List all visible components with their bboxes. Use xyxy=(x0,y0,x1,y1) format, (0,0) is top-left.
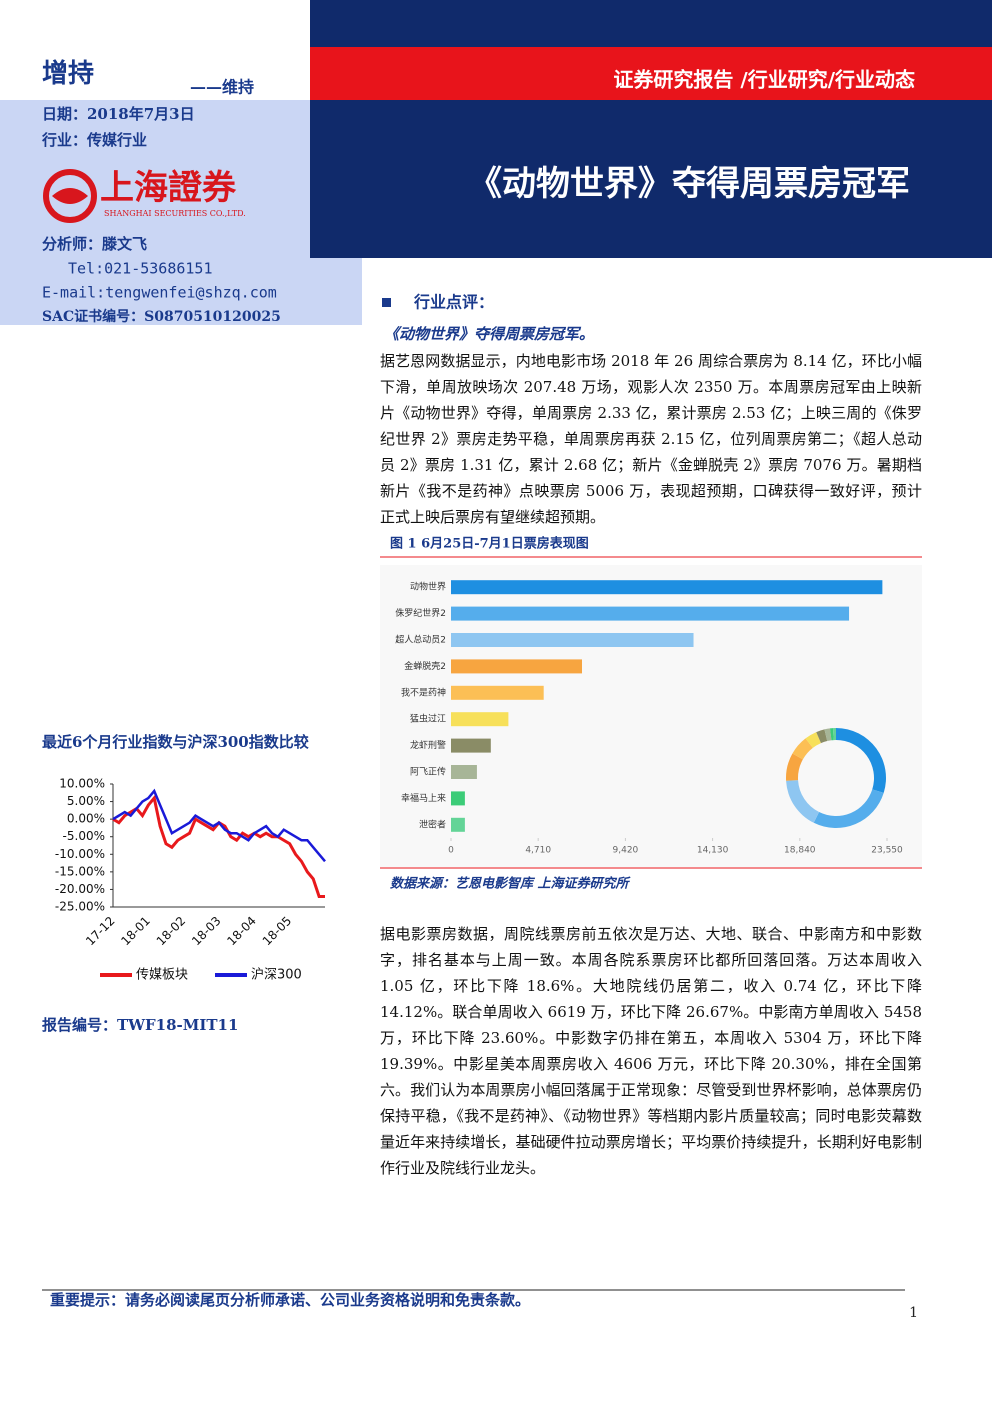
y-tick-label: -25.00% xyxy=(55,900,105,914)
report-number: 报告编号：TWF18-MIT11 xyxy=(42,1016,238,1034)
donut-slice xyxy=(805,732,821,748)
y-tick-label: -5.00% xyxy=(63,829,105,843)
logo-english: SHANGHAI SECURITIES CO.,LTD. xyxy=(104,209,246,218)
category-label: 侏罗纪世界2 xyxy=(395,607,446,619)
x-tick-label: 18-04 xyxy=(224,914,259,949)
x-tick-label: 18-02 xyxy=(154,914,189,949)
x-tick-label: 14,130 xyxy=(697,846,729,856)
y-tick-label: -20.00% xyxy=(55,882,105,896)
sac-number: SAC证书编号：S0870510120025 xyxy=(42,308,281,325)
figure-source: 数据来源：艺恩电影智库 上海证券研究所 xyxy=(390,876,632,892)
donut-slice xyxy=(829,728,834,741)
x-tick-label: 18-03 xyxy=(189,914,224,949)
y-tick-label: -10.00% xyxy=(55,847,105,861)
y-tick-label: 10.00% xyxy=(59,777,105,791)
figure-caption: 图 1 6月25日-7月1日票房表现图 xyxy=(390,536,589,552)
category-label: 我不是药神 xyxy=(401,686,446,698)
lead: 《动物世界》夺得周票房冠军。 xyxy=(384,325,594,343)
category-label: 猛虫过江 xyxy=(410,713,446,725)
industry: 行业：传媒行业 xyxy=(41,131,147,149)
x-tick-label: 18-01 xyxy=(118,914,153,949)
bar xyxy=(451,606,850,621)
category-label: 超人总动员2 xyxy=(395,634,446,646)
bar xyxy=(451,659,583,674)
bar xyxy=(451,580,883,595)
paragraph: 据艺恩网数据显示，内地电影市场 2018 年 26 周综合票房为 8.14 亿，… xyxy=(380,352,922,526)
x-tick-label: 4,710 xyxy=(525,846,551,856)
section-title: 行业点评： xyxy=(413,293,494,312)
paragraph: 据电影票房数据，周院线票房前五依次是万达、大地、联合、中影南方和中影数字，排名基… xyxy=(380,925,922,1177)
bar xyxy=(451,712,509,727)
legend-label: 沪深300 xyxy=(251,967,302,983)
y-tick-label: 5.00% xyxy=(67,794,105,808)
header-title-band xyxy=(310,100,992,258)
logo: 上海證券 SHANGHAI SECURITIES CO.,LTD. xyxy=(43,168,246,223)
category-label: 泄密者 xyxy=(419,818,446,830)
x-tick-label: 9,420 xyxy=(613,846,639,856)
donut-slice xyxy=(824,728,832,742)
email: E-mail:tengwenfei@shzq.com xyxy=(42,284,277,302)
report-title: 《动物世界》夺得周票房冠军 xyxy=(468,164,910,204)
category-label: 龙虾刑警 xyxy=(410,739,446,751)
analyst: 分析师：滕文飞 xyxy=(42,235,147,253)
donut-slice xyxy=(786,780,820,823)
x-tick-label: 17-12 xyxy=(83,914,118,949)
logo-mark xyxy=(43,169,97,223)
logo-text: 上海證券 xyxy=(100,168,237,208)
bar xyxy=(451,791,465,806)
bar xyxy=(451,633,694,647)
rating: 增持 xyxy=(42,58,94,89)
legend-label: 传媒板块 xyxy=(136,968,188,983)
donut-slice xyxy=(816,729,828,744)
category-label: 幸福马上来 xyxy=(401,792,446,804)
x-tick-label: 0 xyxy=(448,846,454,856)
y-tick-label: 0.00% xyxy=(67,812,105,826)
bar xyxy=(451,685,544,700)
x-tick-label: 18-05 xyxy=(260,914,295,949)
series-line xyxy=(112,788,326,863)
sidebar xyxy=(0,258,362,325)
donut-slice xyxy=(786,753,803,781)
category-label: 金蝉脱壳2 xyxy=(404,660,446,672)
rating-previous: ——维持 xyxy=(190,78,254,97)
donut-slice xyxy=(813,789,884,829)
logo-mark xyxy=(52,188,88,204)
header-band-red xyxy=(310,47,992,100)
bar xyxy=(451,817,465,832)
footer-notice: 重要提示：请务必阅读尾页分析师承诺、公司业务资格说明和免责条款。 xyxy=(50,1291,530,1309)
y-tick-label: -15.00% xyxy=(55,864,105,878)
report-category: 证券研究报告 /行业研究/行业动态 xyxy=(613,68,915,92)
phone: Tel:021-53686151 xyxy=(68,260,213,278)
section-bullet xyxy=(382,298,391,307)
x-tick-label: 18,840 xyxy=(784,846,816,856)
donut-slice xyxy=(836,728,886,793)
side-chart-title: 最近6个月行业指数与沪深300指数比较 xyxy=(42,733,309,751)
category-label: 阿飞正传 xyxy=(410,766,446,778)
page-number: 1 xyxy=(909,1305,918,1321)
bar xyxy=(451,738,491,753)
category-label: 动物世界 xyxy=(410,581,446,593)
donut-slice xyxy=(792,738,813,760)
series-line xyxy=(112,794,325,898)
donut-slice xyxy=(832,728,836,741)
x-tick-label: 23,550 xyxy=(871,846,903,856)
header-band xyxy=(310,0,992,47)
bar xyxy=(451,765,477,779)
date: 日期：2018年7月3日 xyxy=(42,105,195,123)
